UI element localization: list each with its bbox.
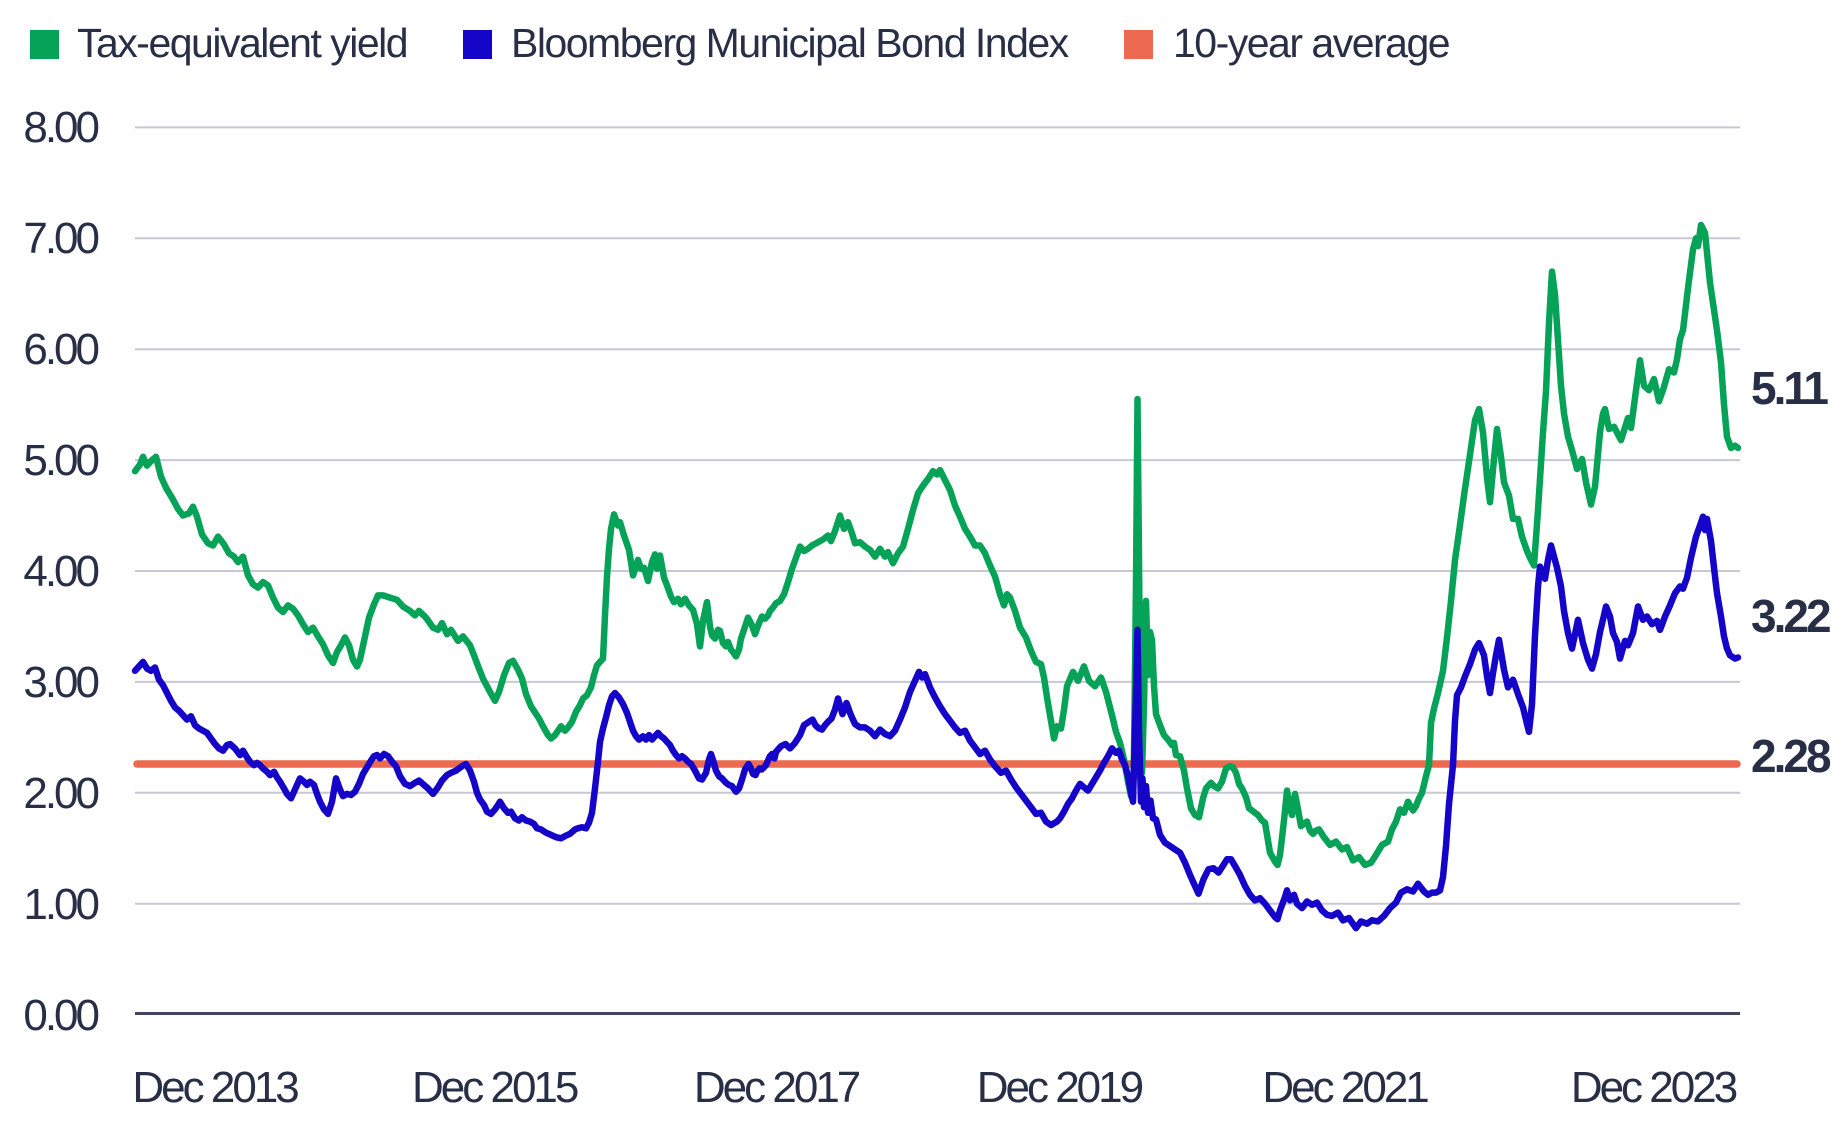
svg-text:Dec 2017: Dec 2017 [694, 1063, 860, 1112]
svg-text:5.00: 5.00 [23, 436, 98, 485]
svg-text:Dec 2013: Dec 2013 [132, 1063, 298, 1112]
svg-text:0.00: 0.00 [23, 991, 98, 1040]
svg-text:Tax-equivalent yield: Tax-equivalent yield [77, 20, 407, 66]
svg-text:6.00: 6.00 [23, 325, 98, 374]
svg-text:7.00: 7.00 [23, 214, 98, 263]
svg-text:Dec 2019: Dec 2019 [977, 1063, 1143, 1112]
svg-text:Dec 2015: Dec 2015 [412, 1063, 578, 1112]
svg-text:Dec 2021: Dec 2021 [1262, 1063, 1428, 1112]
svg-text:4.00: 4.00 [23, 547, 98, 596]
svg-text:2.00: 2.00 [23, 769, 98, 818]
svg-text:3.22: 3.22 [1751, 590, 1830, 642]
svg-text:5.11: 5.11 [1751, 362, 1828, 414]
svg-text:2.28: 2.28 [1751, 730, 1831, 782]
svg-text:Bloomberg Municipal Bond Index: Bloomberg Municipal Bond Index [511, 20, 1070, 66]
svg-text:3.00: 3.00 [23, 658, 98, 707]
svg-text:Dec 2023: Dec 2023 [1571, 1063, 1737, 1112]
svg-text:8.00: 8.00 [23, 103, 98, 152]
svg-text:1.00: 1.00 [23, 880, 98, 929]
svg-text:10-year average: 10-year average [1173, 20, 1449, 66]
